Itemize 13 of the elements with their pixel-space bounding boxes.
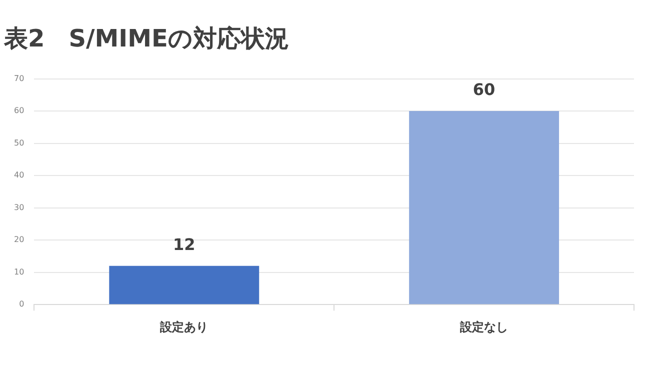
data-label: 60: [472, 80, 496, 100]
y-tick-label: 10: [14, 267, 24, 276]
x-tick-label: 設定あり: [159, 320, 208, 334]
y-tick-label: 50: [14, 138, 24, 148]
y-tick-label: 0: [19, 300, 24, 309]
chart-title: 表2 S/MIMEの対応状況: [3, 24, 289, 53]
data-label: 12: [173, 235, 196, 254]
y-tick-label: 30: [14, 202, 24, 212]
y-tick-label: 20: [14, 235, 24, 244]
x-tick-label: 設定なし: [459, 320, 508, 334]
y-tick-label: 40: [14, 170, 24, 180]
y-tick-label: 60: [14, 106, 24, 116]
y-tick-label: 70: [14, 74, 24, 83]
